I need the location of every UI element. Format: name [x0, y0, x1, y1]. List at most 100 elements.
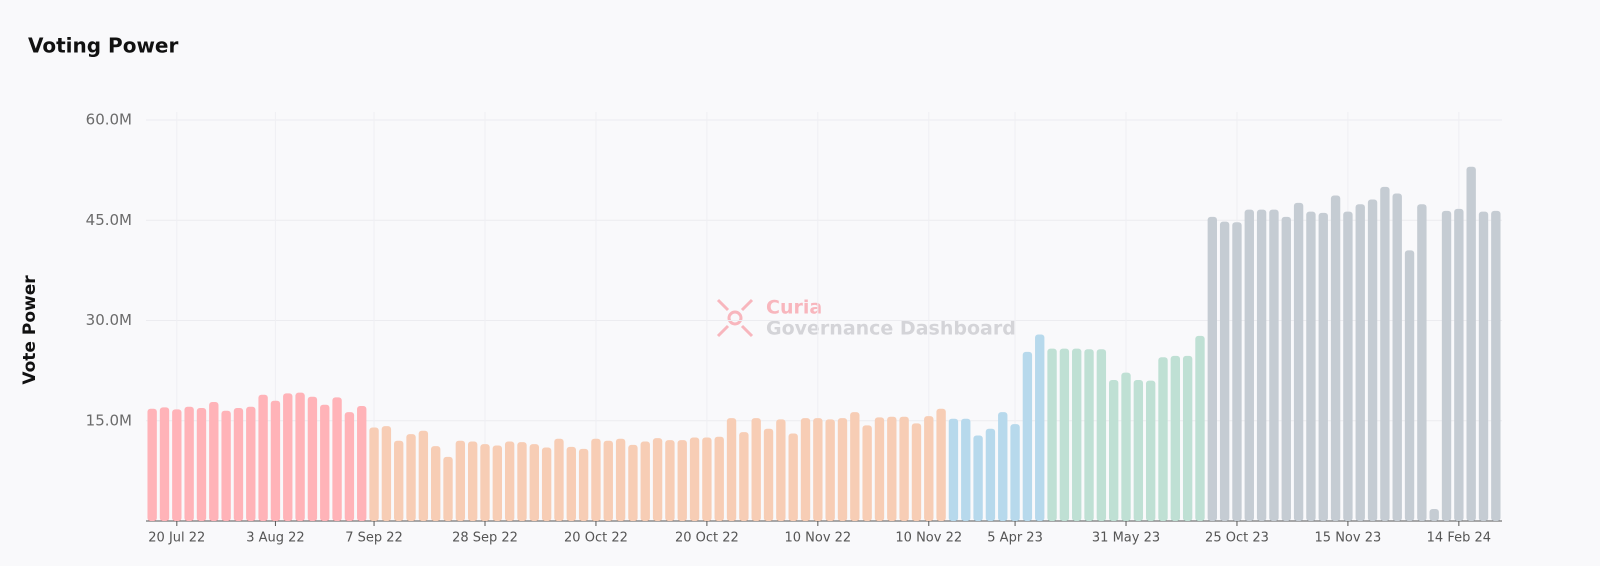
- bar: [492, 445, 503, 521]
- x-tick-label: 20 Oct 22: [564, 531, 628, 546]
- bar: [837, 418, 848, 521]
- bar: [1121, 372, 1131, 521]
- bar: [640, 441, 650, 521]
- bar: [689, 437, 700, 521]
- watermark-subtitle: Governance Dashboard: [766, 318, 1016, 340]
- bar: [1429, 508, 1439, 521]
- bar: [455, 440, 466, 521]
- bar: [1330, 195, 1341, 521]
- bar: [1182, 355, 1193, 521]
- bar: [948, 418, 959, 521]
- watermark-title: Curia: [766, 297, 822, 319]
- bar: [1170, 355, 1181, 521]
- bar: [961, 418, 971, 521]
- bar: [1466, 166, 1476, 521]
- bar: [209, 402, 219, 521]
- bar: [1478, 211, 1489, 522]
- bar: [800, 418, 811, 521]
- bar: [776, 419, 786, 521]
- bar: [1293, 202, 1304, 521]
- y-tick-label: 30.0M: [86, 311, 132, 329]
- bar: [1343, 211, 1353, 522]
- x-tick-label: 28 Sep 22: [452, 531, 518, 546]
- bar: [1133, 379, 1144, 521]
- bar: [381, 426, 392, 521]
- bar: [1244, 209, 1254, 521]
- bar: [307, 396, 318, 521]
- bar: [739, 432, 749, 521]
- x-tick-label: 20 Jul 22: [148, 531, 205, 546]
- bar: [874, 417, 885, 521]
- bar: [344, 412, 355, 521]
- bar: [1355, 204, 1365, 521]
- bar: [1035, 334, 1045, 521]
- bar: [1269, 209, 1279, 521]
- bar: [1145, 380, 1156, 521]
- x-tick-label: 7 Sep 22: [345, 531, 403, 546]
- bar: [578, 448, 589, 521]
- bar: [159, 407, 170, 521]
- bar: [591, 438, 601, 521]
- bar: [665, 440, 675, 521]
- y-tick-label: 45.0M: [86, 211, 132, 229]
- bar: [283, 393, 293, 521]
- bar: [702, 437, 712, 521]
- bar: [541, 447, 552, 521]
- bar: [566, 446, 576, 521]
- bar: [1047, 348, 1057, 521]
- bar: [813, 418, 823, 521]
- bar: [985, 428, 996, 521]
- bar: [270, 400, 281, 521]
- bar: [431, 446, 441, 521]
- bar: [184, 406, 194, 521]
- bar: [480, 444, 490, 521]
- x-tick-label: 31 May 23: [1092, 531, 1160, 546]
- bar: [295, 392, 305, 521]
- bar: [911, 423, 922, 521]
- bar: [1417, 204, 1427, 521]
- bar: [899, 416, 909, 521]
- bar: [603, 440, 613, 521]
- y-tick-label: 60.0M: [86, 111, 132, 129]
- bar: [924, 416, 934, 521]
- bar: [788, 433, 798, 521]
- bar: [258, 394, 268, 521]
- bar: [1491, 210, 1501, 521]
- bar: [1392, 193, 1402, 521]
- bar: [1232, 222, 1242, 522]
- bar: [1219, 221, 1230, 521]
- x-tick-label: 14 Feb 24: [1427, 531, 1491, 546]
- bar: [973, 435, 983, 521]
- bar: [652, 438, 663, 521]
- bar: [1084, 349, 1094, 521]
- bar: [172, 409, 182, 521]
- bar: [443, 456, 453, 521]
- bar: [1096, 349, 1107, 521]
- bar: [1367, 199, 1378, 522]
- bar: [418, 430, 429, 521]
- bar: [1281, 216, 1291, 521]
- bar: [825, 419, 835, 521]
- bar: [246, 406, 256, 521]
- x-tick-label: 20 Oct 22: [675, 531, 739, 546]
- bar: [1195, 335, 1205, 521]
- bar: [1380, 186, 1390, 521]
- bar: [233, 408, 244, 521]
- bar: [394, 440, 404, 521]
- bar: [1022, 351, 1033, 521]
- bar: [1109, 379, 1119, 521]
- bar: [554, 438, 564, 521]
- bar: [936, 408, 946, 521]
- bar: [369, 427, 379, 521]
- y-axis-label: Vote Power: [20, 275, 40, 385]
- bar: [332, 397, 342, 521]
- bar: [1306, 211, 1316, 522]
- bar: [1207, 216, 1217, 521]
- bar: [406, 434, 416, 521]
- x-tick-label: 5 Apr 23: [987, 531, 1043, 546]
- bar: [1454, 208, 1464, 521]
- bar: [887, 416, 897, 521]
- bar: [1318, 212, 1328, 521]
- bar: [1256, 209, 1267, 521]
